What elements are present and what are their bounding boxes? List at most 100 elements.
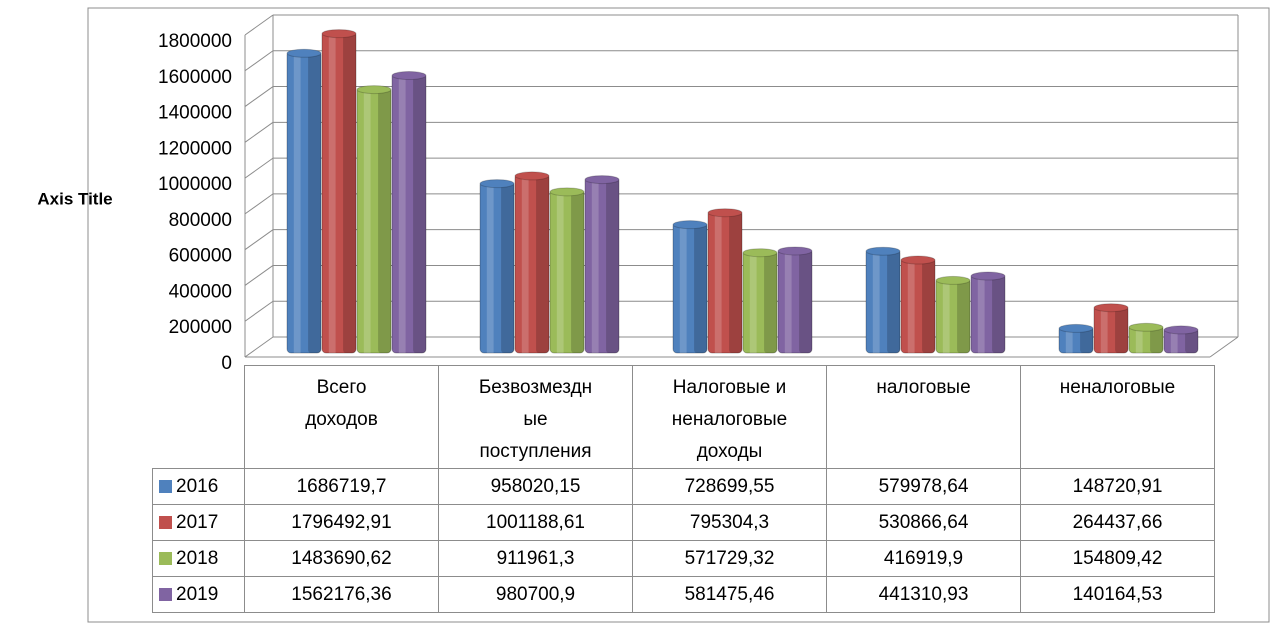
corner	[153, 366, 245, 469]
bar-top	[584, 175, 620, 185]
legend-label: 2019	[176, 583, 219, 605]
legend-swatch	[159, 587, 172, 601]
bar-shade	[1115, 305, 1128, 353]
bar-highlight	[872, 249, 880, 353]
data-row: 2017 1796492,91 1001188,61 795304,3 530866,6…	[152, 504, 1215, 541]
category-label: налоговые	[876, 377, 971, 398]
value-cell: 1483690,62	[244, 540, 439, 577]
y-tick-label: 1800000	[158, 31, 232, 52]
bar-top	[479, 179, 515, 189]
value-cell: 140164,53	[1020, 576, 1215, 613]
grid-line	[244, 50, 274, 72]
value-cell: 1796492,91	[244, 504, 439, 541]
grid-line	[244, 336, 274, 358]
bar-highlight	[679, 222, 687, 353]
floor-edge	[1209, 336, 1239, 358]
bar-highlight	[486, 181, 494, 353]
bar-top	[391, 71, 427, 81]
legend-label: 2016	[176, 475, 219, 497]
value-cell: 980700,9	[438, 576, 633, 613]
value-cell: 264437,66	[1020, 504, 1215, 541]
bar-top	[970, 271, 1006, 281]
value-cell: 571729,32	[632, 540, 827, 577]
legend-cell: 2018	[152, 540, 245, 577]
bar-top	[286, 48, 322, 58]
bar-shade	[1080, 326, 1093, 353]
bar-shade	[1150, 325, 1163, 353]
bar-shade	[378, 87, 391, 354]
bar-highlight	[1100, 305, 1108, 353]
bar-highlight	[398, 73, 406, 353]
bar-top	[672, 220, 708, 230]
category-label: Безвозмездные поступления	[478, 377, 593, 462]
y-axis-title: Axis Title	[37, 189, 112, 208]
data-row: 2018 1483690,62 911961,3 571729,32 416919,9 1…	[152, 540, 1215, 577]
y-tick-label: 1200000	[158, 138, 232, 159]
category-label: Всего доходов	[305, 377, 378, 430]
bar-top	[777, 246, 813, 256]
grid-line	[244, 14, 274, 36]
value-cell: 579978,64	[826, 468, 1021, 505]
bar-top	[935, 275, 971, 285]
bar-top	[707, 208, 743, 218]
category-cell: налоговые	[826, 365, 1021, 469]
grid-line	[244, 86, 274, 107]
y-tick-label: 600000	[169, 246, 232, 267]
y-tick-label: 0	[221, 353, 232, 374]
value-cell: 728699,55	[632, 468, 827, 505]
y-tick-label: 200000	[169, 317, 232, 338]
data-row: 2019 1562176,36 980700,9 581475,46 441310,93…	[152, 576, 1215, 613]
bar-highlight	[328, 31, 336, 353]
value-cell: 416919,9	[826, 540, 1021, 577]
bar-top	[1058, 323, 1094, 333]
bar-shade	[694, 222, 707, 353]
bar-highlight	[293, 51, 301, 353]
legend-swatch	[159, 551, 172, 565]
bar-shade	[413, 73, 426, 353]
bar-top	[865, 246, 901, 256]
value-cell: 795304,3	[632, 504, 827, 541]
bar-highlight	[591, 177, 599, 353]
legend-cell: 2016	[152, 468, 245, 505]
category-label: Налоговые и неналоговые доходы	[671, 377, 788, 462]
bar-top	[1128, 322, 1164, 332]
value-cell: 1001188,61	[438, 504, 633, 541]
bar-highlight	[556, 189, 564, 353]
header-row: Всего доходов Безвозмездные поступления На…	[153, 365, 1215, 469]
legend-swatch	[159, 479, 172, 493]
data-row: 2016 1686719,7 958020,15 728699,55 579978,64…	[152, 468, 1215, 505]
value-cell: 154809,42	[1020, 540, 1215, 577]
bar-highlight	[942, 278, 950, 353]
legend-cell: 2017	[152, 504, 245, 541]
category-cell: Всего доходов	[244, 365, 439, 469]
bar-shade	[571, 189, 584, 353]
bar-shade	[606, 177, 619, 353]
bar-top	[356, 85, 392, 95]
y-tick-label: 400000	[169, 281, 232, 302]
grid-line	[244, 300, 274, 322]
value-cell: 958020,15	[438, 468, 633, 505]
bar-highlight	[907, 258, 915, 353]
bar-shade	[764, 250, 777, 353]
bar-shade	[922, 258, 935, 353]
bar-highlight	[521, 173, 529, 353]
bar-shade	[536, 173, 549, 353]
legend-label: 2018	[176, 547, 219, 569]
value-cell: 148720,91	[1020, 468, 1215, 505]
bar-shade	[729, 210, 742, 353]
bar-shade	[799, 248, 812, 353]
bar-highlight	[1170, 327, 1178, 353]
value-cell: 1562176,36	[244, 576, 439, 613]
bar-highlight	[749, 250, 757, 353]
grid-line	[244, 229, 274, 251]
bar-top	[1093, 303, 1129, 313]
legend-label: 2017	[176, 511, 219, 533]
bar-top	[321, 29, 357, 39]
bar-top	[900, 255, 936, 265]
bar-shade	[1185, 327, 1198, 353]
bar-top	[549, 187, 585, 197]
bar-shade	[957, 278, 970, 353]
legend-swatch	[159, 515, 172, 529]
